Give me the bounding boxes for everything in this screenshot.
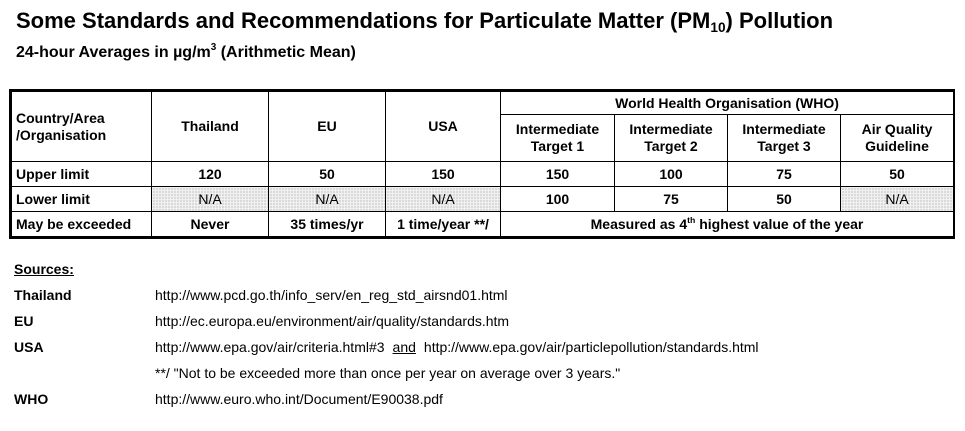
column-header-who-it1: Intermediate Target 1 — [500, 114, 615, 162]
column-header-eu: EU — [268, 91, 386, 162]
table-cell: 50 — [268, 161, 386, 187]
source-link-2[interactable]: http://www.epa.gov/air/particlepollution… — [423, 339, 759, 355]
table-cell-na: N/A — [268, 186, 386, 212]
and-text: and — [392, 339, 416, 355]
table-cell-na: N/A — [840, 186, 954, 212]
table-row-lower-limit: Lower limit N/A N/A N/A 100 75 50 N/A — [11, 186, 954, 212]
source-link[interactable]: http://www.epa.gov/air/criteria.html#3 — [155, 339, 385, 355]
source-link[interactable]: http://www.pcd.go.th/info_serv/en_reg_st… — [155, 287, 508, 303]
who-exceeded-note: Measured as 4th highest value of the yea… — [500, 211, 954, 237]
table-cell: 100 — [500, 186, 615, 212]
row-label: Lower limit — [11, 186, 152, 212]
page-subtitle: 24-hour Averages in µg/m3 (Arithmetic Me… — [16, 42, 356, 61]
table-cell: 75 — [614, 186, 728, 212]
standards-table: Country/Area /Organisation Thailand EU U… — [9, 89, 955, 239]
who-header: World Health Organisation (WHO) — [500, 91, 954, 115]
column-header-who-it3: Intermediate Target 3 — [727, 114, 841, 162]
source-link[interactable]: http://www.euro.who.int/Document/E90038.… — [155, 391, 443, 407]
table-cell: 75 — [727, 161, 841, 187]
country-header: Country/Area /Organisation — [11, 91, 152, 162]
table-cell: Never — [151, 211, 269, 237]
sources-heading: Sources: — [14, 261, 74, 277]
source-label: Thailand — [14, 287, 72, 303]
table-cell: 50 — [840, 161, 954, 187]
table-row-upper-limit: Upper limit 120 50 150 150 100 75 50 — [11, 161, 954, 187]
table-cell: 1 time/year **/ — [385, 211, 501, 237]
table-cell: 120 — [151, 161, 269, 187]
source-label: EU — [14, 313, 34, 329]
row-label: Upper limit — [11, 161, 152, 187]
source-links: http://www.epa.gov/air/criteria.html#3 an… — [155, 339, 759, 355]
table-cell: 50 — [727, 186, 841, 212]
table-header-row: Country/Area /Organisation Thailand EU U… — [11, 91, 954, 162]
table-cell-na: N/A — [151, 186, 269, 212]
table-cell: 100 — [614, 161, 728, 187]
column-header-who-aqg: Air Quality Guideline — [840, 114, 954, 162]
column-header-thailand: Thailand — [151, 91, 269, 162]
source-label: USA — [14, 339, 44, 355]
table-row-may-be-exceeded: May be exceeded Never 35 times/yr 1 time… — [11, 211, 954, 237]
source-link[interactable]: http://ec.europa.eu/environment/air/qual… — [155, 313, 510, 329]
row-label: May be exceeded — [11, 211, 152, 237]
table-cell-na: N/A — [385, 186, 501, 212]
footnote-text: **/ "Not to be exceeded more than once p… — [155, 365, 621, 381]
column-header-usa: USA — [385, 91, 501, 162]
table-cell: 150 — [385, 161, 501, 187]
source-label: WHO — [14, 391, 49, 407]
table-cell: 150 — [500, 161, 615, 187]
table-cell: 35 times/yr — [268, 211, 386, 237]
page-title: Some Standards and Recommendations for P… — [16, 8, 834, 36]
column-header-who-it2: Intermediate Target 2 — [614, 114, 728, 162]
who-subheader-row: Intermediate Target 1 Intermediate Targe… — [12, 114, 954, 162]
